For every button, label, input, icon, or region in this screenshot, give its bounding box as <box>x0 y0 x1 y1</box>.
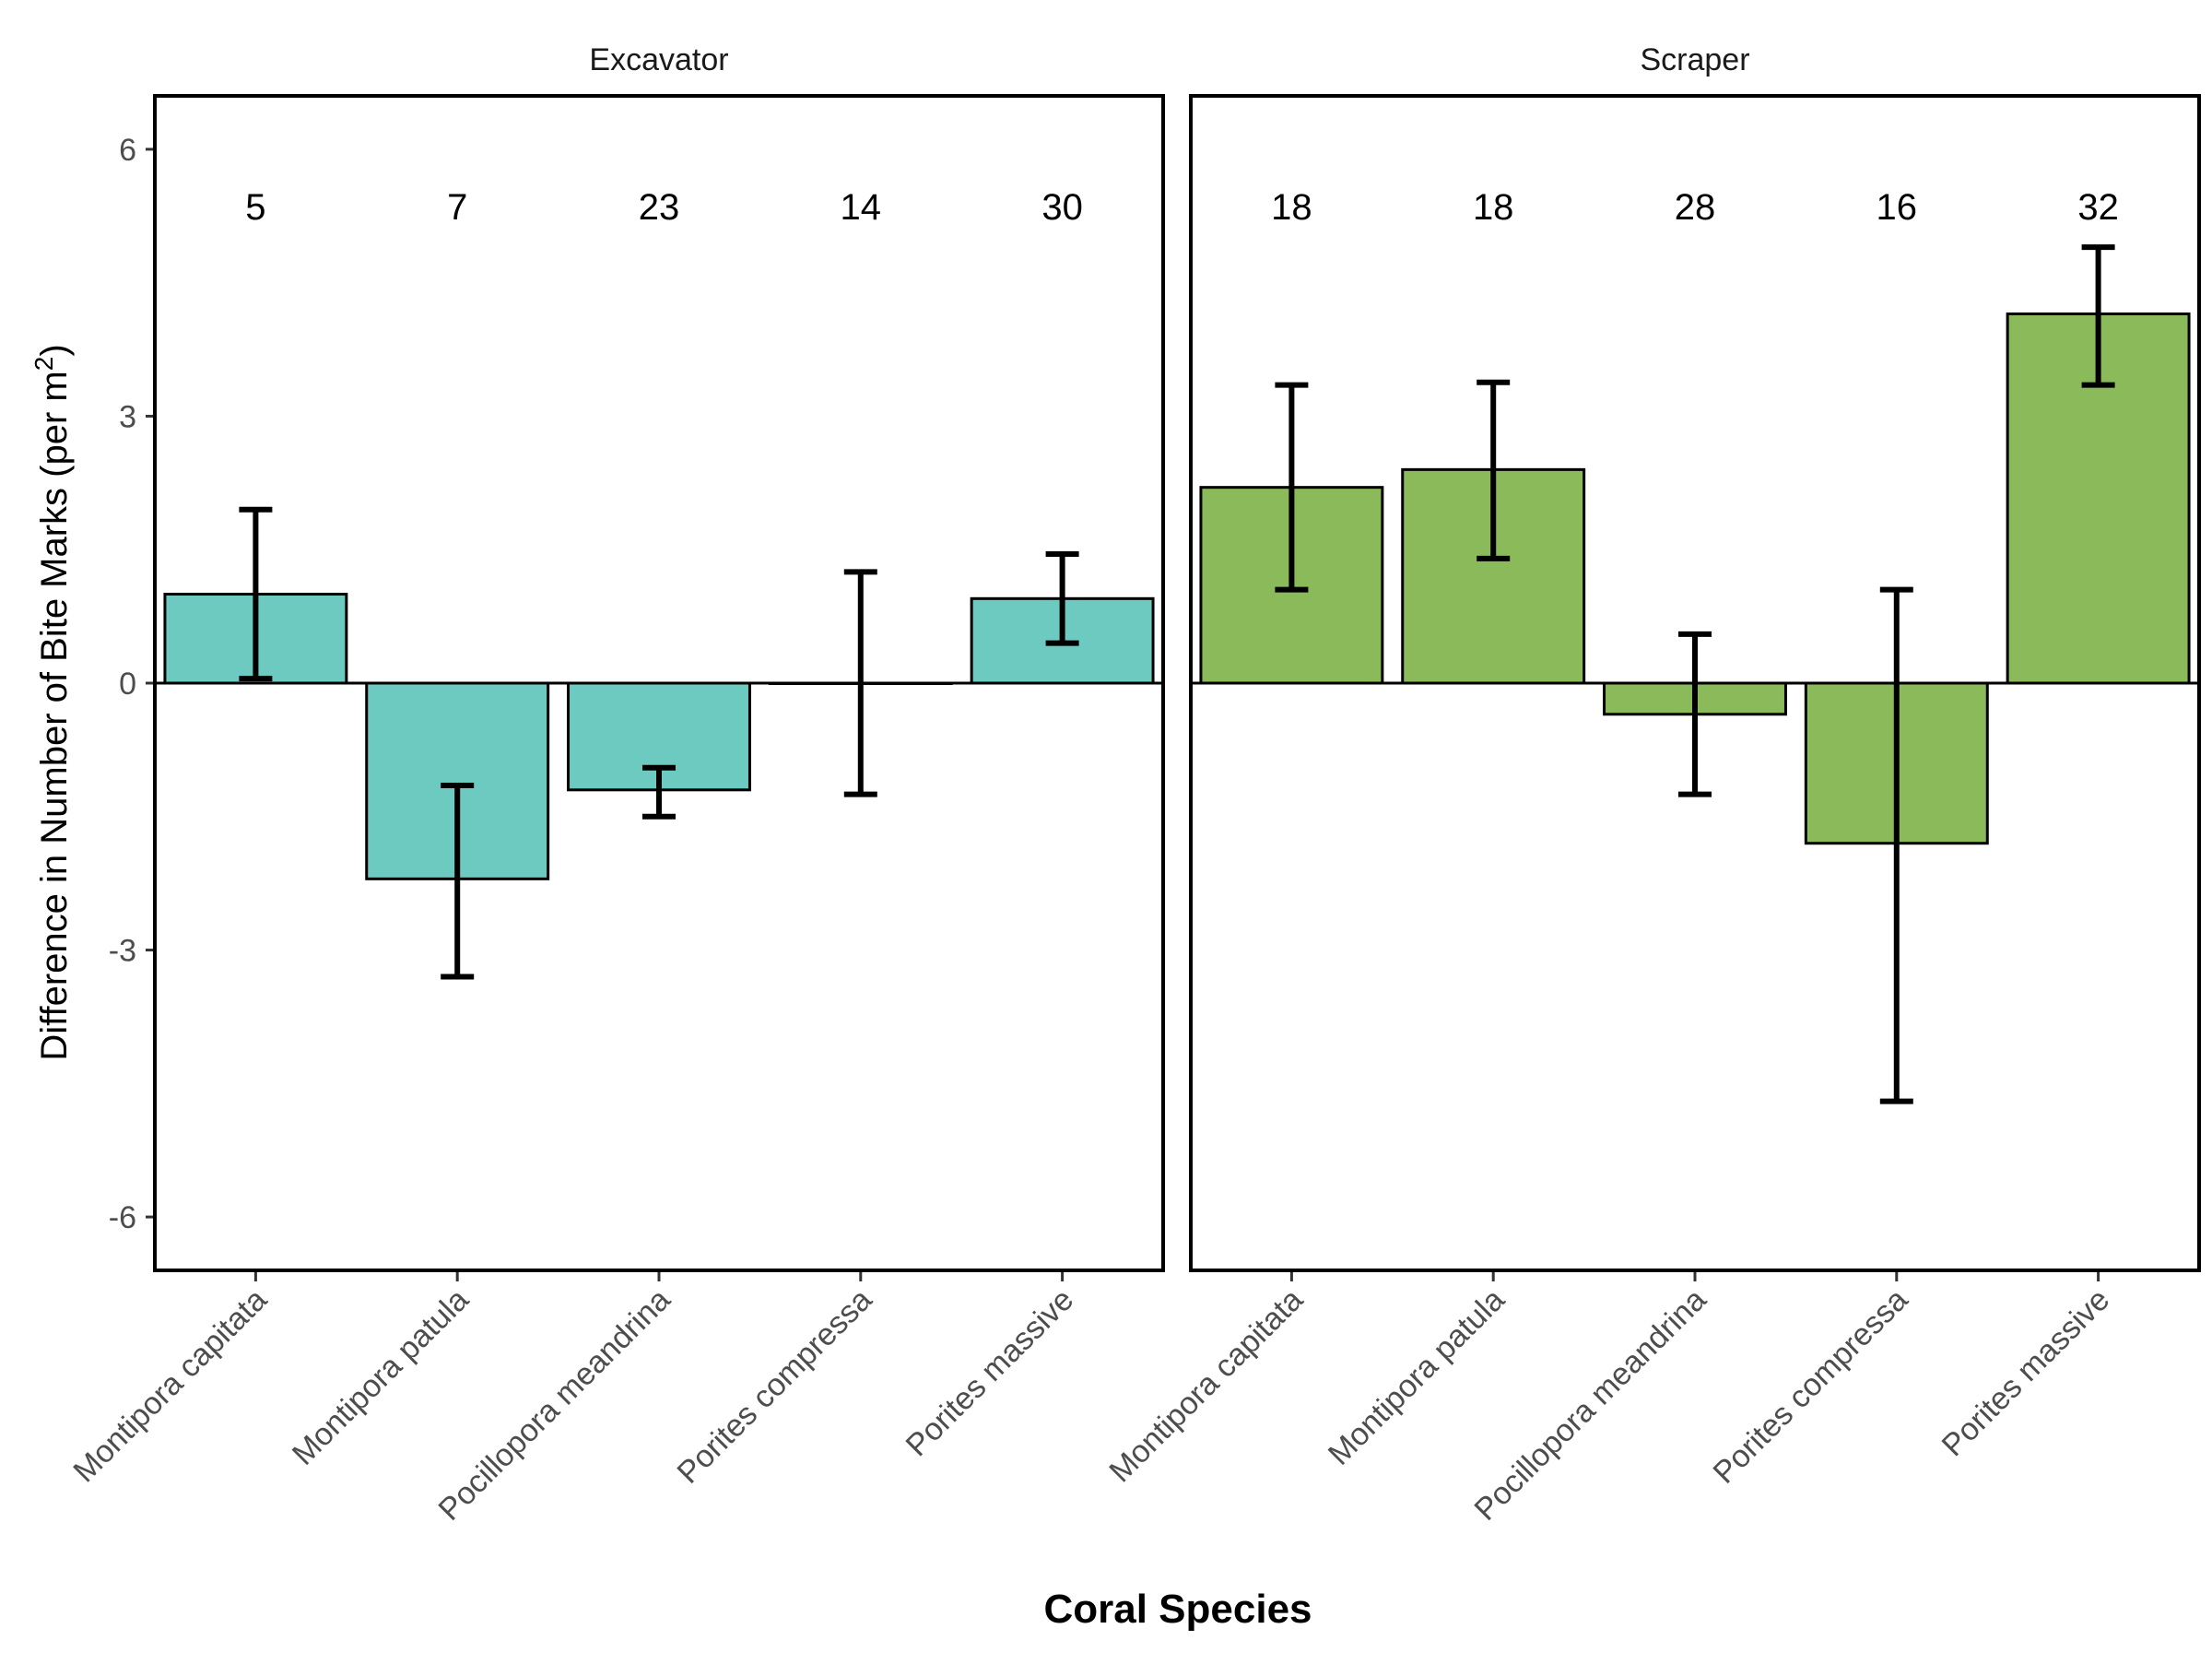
panel-border-excavator <box>153 94 1165 1272</box>
sample-size-label-scraper-pocillopora-meandrina: 28 <box>1675 187 1716 228</box>
sample-size-label-excavator-pocillopora-meandrina: 23 <box>639 187 680 228</box>
sample-size-label-scraper-montipora-patula: 18 <box>1473 187 1514 228</box>
y-tick-label-1: 3 <box>119 399 136 434</box>
x-tick-label-scraper-pocillopora-meandrina: Pocillopora meandrina <box>1468 1282 1713 1528</box>
sample-size-label-excavator-porites-massive: 30 <box>1041 187 1083 228</box>
x-tick-label-excavator-porites-massive: Porites massive <box>900 1282 1081 1464</box>
y-tick-label-0: 6 <box>119 133 136 168</box>
x-tick-label-excavator-montipora-patula: Montipora patula <box>286 1282 476 1472</box>
sample-size-label-excavator-porites-compressa: 14 <box>841 187 882 228</box>
x-axis-label: Coral Species <box>1043 1587 1312 1632</box>
y-axis-label-tail: ) <box>34 344 75 356</box>
y-axis-label-main: Difference in Number of Bite Marks (per … <box>34 371 75 1060</box>
y-axis-label: Difference in Number of Bite Marks (per … <box>29 344 76 1060</box>
x-tick-label-scraper-porites-massive: Porites massive <box>1936 1282 2117 1464</box>
x-tick-label-scraper-montipora-capitata: Montipora capitata <box>1102 1282 1310 1490</box>
panel-border-scraper <box>1189 94 2201 1272</box>
sample-size-label-excavator-montipora-patula: 7 <box>447 187 467 228</box>
x-tick-label-excavator-montipora-capitata: Montipora capitata <box>66 1282 274 1490</box>
sample-size-label-scraper-porites-compressa: 16 <box>1877 187 1918 228</box>
sample-size-label-excavator-montipora-capitata: 5 <box>245 187 265 228</box>
y-tick-label-4: -6 <box>109 1200 136 1235</box>
sample-size-label-scraper-montipora-capitata: 18 <box>1271 187 1312 228</box>
y-tick-label-2: 0 <box>119 667 136 702</box>
x-tick-label-excavator-porites-compressa: Porites compressa <box>671 1282 879 1491</box>
panel-title-scraper: Scraper <box>1640 42 1749 77</box>
x-tick-label-excavator-pocillopora-meandrina: Pocillopora meandrina <box>432 1282 677 1528</box>
x-tick-label-scraper-porites-compressa: Porites compressa <box>1707 1282 1915 1491</box>
panel-title-excavator: Excavator <box>589 42 728 77</box>
x-tick-label-scraper-montipora-patula: Montipora patula <box>1322 1282 1512 1472</box>
y-axis-label-superscript: 2 <box>29 357 58 372</box>
sample-size-label-scraper-porites-massive: 32 <box>2077 187 2119 228</box>
y-tick-label-3: -3 <box>109 934 136 969</box>
